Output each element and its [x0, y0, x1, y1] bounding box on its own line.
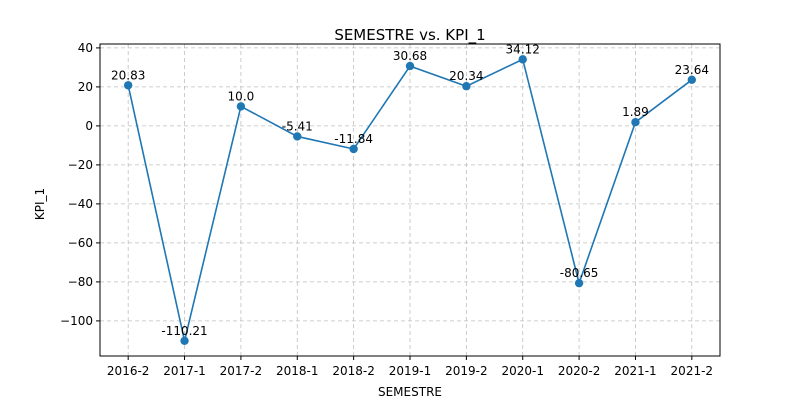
grid — [100, 44, 720, 356]
y-axis-title: KPI_1 — [33, 188, 47, 220]
x-tick-label: 2016-2 — [107, 364, 150, 378]
x-tick-label: 2018-1 — [276, 364, 319, 378]
x-tick-label: 2017-2 — [220, 364, 263, 378]
x-tick-label: 2021-2 — [671, 364, 714, 378]
y-tick-label: 20 — [78, 80, 93, 94]
chart-title: SEMESTRE vs. KPI_1 — [334, 26, 485, 45]
y-tick-label: −80 — [68, 275, 93, 289]
y-tick-label: −60 — [68, 236, 93, 250]
data-label: 34.12 — [506, 42, 540, 56]
x-axis-title: SEMESTRE — [378, 385, 442, 399]
x-tick-label: 2019-1 — [389, 364, 432, 378]
data-label: -80.65 — [560, 266, 599, 280]
y-axis: 40 20 0 −20 −40 −60 −80 −100 — [60, 41, 100, 328]
data-label: -11.84 — [334, 132, 373, 146]
data-label: -110.21 — [161, 324, 207, 338]
x-tick-label: 2020-1 — [501, 364, 544, 378]
data-point — [405, 61, 415, 71]
x-axis: 2016-2 2017-1 2017-2 2018-1 2018-2 2019-1 2019… — [107, 356, 713, 378]
data-label: 30.68 — [393, 49, 427, 63]
y-tick-label: 40 — [78, 41, 93, 55]
x-tick-label: 2017-1 — [163, 364, 206, 378]
data-point — [180, 336, 189, 346]
data-point — [123, 81, 133, 90]
data-point — [236, 102, 246, 111]
data-labels: 20.83 -110.21 10.0 -5.41 -11.84 30.68 20.34 34.… — [111, 42, 709, 337]
series-group — [123, 55, 697, 346]
y-tick-label: −20 — [68, 158, 93, 172]
data-point — [293, 132, 302, 141]
y-tick-label: −100 — [60, 314, 93, 328]
x-tick-label: 2020-2 — [558, 364, 601, 378]
x-tick-label: 2021-1 — [614, 364, 657, 378]
data-point — [462, 82, 471, 91]
data-label: 1.89 — [622, 105, 649, 119]
data-label: 20.34 — [449, 69, 483, 83]
data-label: -5.41 — [282, 119, 313, 133]
data-point — [349, 144, 358, 154]
data-point — [574, 278, 584, 288]
data-point — [687, 75, 697, 85]
x-tick-label: 2019-2 — [445, 364, 488, 378]
x-tick-label: 2018-2 — [332, 364, 375, 378]
data-point — [518, 55, 527, 64]
y-tick-label: −40 — [68, 197, 93, 211]
y-tick-label: 0 — [85, 119, 93, 133]
data-point — [631, 118, 640, 127]
data-label: 10.0 — [228, 89, 255, 103]
data-label: 20.83 — [111, 68, 145, 82]
data-label: 23.64 — [675, 63, 709, 77]
